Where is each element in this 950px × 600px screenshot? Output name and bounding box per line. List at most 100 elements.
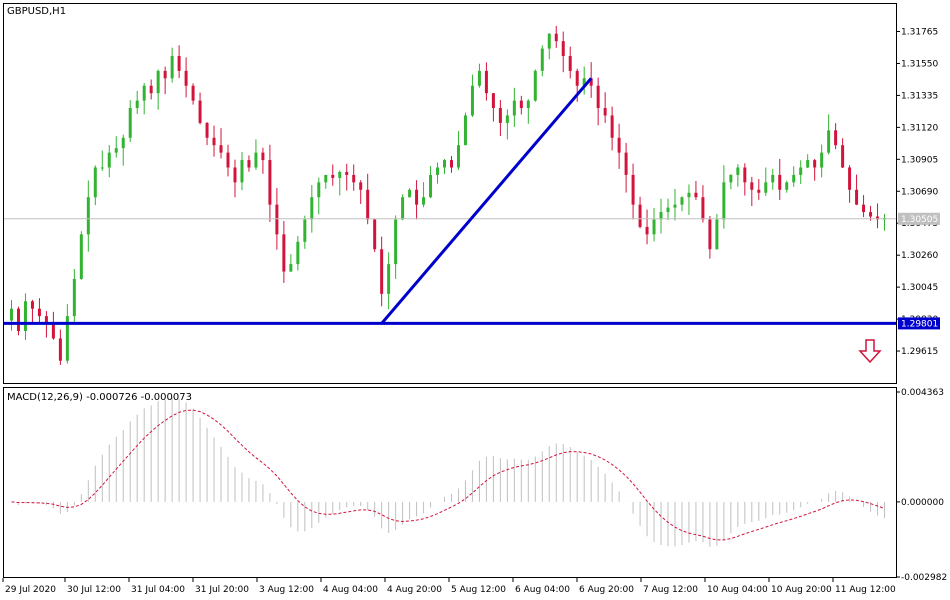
candle (568, 46, 572, 79)
candle (9, 299, 13, 331)
time-tick-label: 11 Aug 12:00 (835, 585, 896, 595)
candle (142, 83, 146, 115)
price-axis: 1.31765 1.31550 1.31335 1.31120 1.30905 1.306… (896, 27, 938, 357)
candle (666, 198, 670, 220)
candle (338, 170, 342, 196)
candle (841, 138, 845, 169)
candle (512, 87, 516, 127)
candle (526, 99, 530, 124)
candle (79, 231, 83, 280)
candle (680, 196, 684, 212)
time-tick-label: 6 Aug 20:00 (579, 585, 634, 595)
candle (226, 144, 230, 177)
candle (247, 155, 251, 172)
time-tick-label: 30 Jul 12:00 (67, 585, 121, 595)
trend-line[interactable] (380, 77, 593, 325)
candle (757, 179, 761, 200)
candle (58, 329, 62, 365)
candle (436, 162, 440, 184)
support-price-label: 1.29801 (901, 319, 938, 329)
price-tick-label: 1.30045 (901, 283, 938, 293)
candle (198, 92, 202, 125)
candle (331, 164, 335, 186)
candle (750, 176, 754, 206)
candle (652, 207, 656, 242)
candle (72, 268, 76, 325)
price-pane[interactable] (3, 3, 897, 384)
time-tick-label: 31 Jul 20:00 (195, 585, 249, 595)
candle (93, 165, 97, 206)
candle (387, 252, 391, 310)
candle (205, 122, 209, 146)
candle (303, 215, 307, 249)
candle (359, 180, 363, 204)
candle (289, 254, 293, 272)
candle (449, 155, 453, 173)
candle (694, 181, 698, 200)
time-tick-label: 4 Aug 04:00 (323, 585, 378, 595)
candle (177, 45, 181, 79)
candle (827, 114, 831, 155)
candle (729, 174, 733, 190)
candle (764, 167, 768, 196)
support-price-tag (898, 317, 940, 330)
candle (107, 145, 111, 178)
candle (149, 79, 153, 100)
candle (310, 184, 314, 233)
candle (596, 77, 600, 126)
candle (380, 236, 384, 307)
time-tick-label: 10 Aug 20:00 (771, 585, 832, 595)
current-price-tag (898, 212, 940, 225)
macd-title: MACD(12,26,9) -0.000726 -0.000073 (7, 392, 192, 403)
candle (30, 299, 34, 325)
candle (799, 160, 803, 185)
macd-tick-label: 0.000000 (901, 498, 944, 508)
candle (638, 196, 642, 229)
candle (415, 180, 419, 220)
candle (484, 62, 488, 101)
price-tick-label: 1.31550 (901, 59, 938, 69)
candle (491, 93, 495, 122)
candle (708, 215, 712, 259)
macd-pane[interactable] (3, 387, 897, 578)
candle (631, 163, 635, 220)
candle (401, 194, 405, 221)
candle (862, 195, 866, 218)
price-tick-label: 1.30690 (901, 187, 938, 197)
candle (317, 177, 321, 215)
candle (121, 134, 125, 166)
candle (554, 25, 558, 48)
candle (268, 144, 272, 222)
price-tick-label: 1.29615 (901, 347, 938, 357)
candle (429, 166, 433, 199)
candle (561, 31, 565, 73)
candle (645, 209, 649, 245)
candle (470, 74, 474, 118)
macd-tick-label: 0.004363 (901, 388, 944, 398)
candle (820, 144, 824, 178)
candle (324, 174, 328, 189)
candle (100, 150, 104, 171)
candle (23, 293, 27, 341)
candle (533, 69, 537, 102)
price-tick-label: 1.31335 (901, 91, 938, 101)
candle (701, 185, 705, 223)
candle (366, 173, 370, 225)
time-tick-label: 4 Aug 20:00 (387, 585, 442, 595)
candle (86, 180, 90, 252)
candle (37, 298, 41, 324)
time-tick-label: 10 Aug 04:00 (707, 585, 768, 595)
time-axis: 29 Jul 2020 30 Jul 12:00 31 Jul 04:00 31 Ju… (2, 578, 896, 595)
candle (785, 180, 789, 193)
candle (771, 168, 775, 190)
macd-tick-label: -0.002982 (901, 573, 947, 583)
candle (373, 219, 377, 252)
candle (114, 136, 118, 158)
candle (540, 45, 544, 77)
price-tick-label: 1.31765 (901, 27, 938, 37)
candle (345, 163, 349, 191)
candle (170, 47, 174, 83)
candle (254, 139, 258, 170)
candle (16, 306, 20, 336)
time-tick-label: 3 Aug 12:00 (259, 585, 314, 595)
